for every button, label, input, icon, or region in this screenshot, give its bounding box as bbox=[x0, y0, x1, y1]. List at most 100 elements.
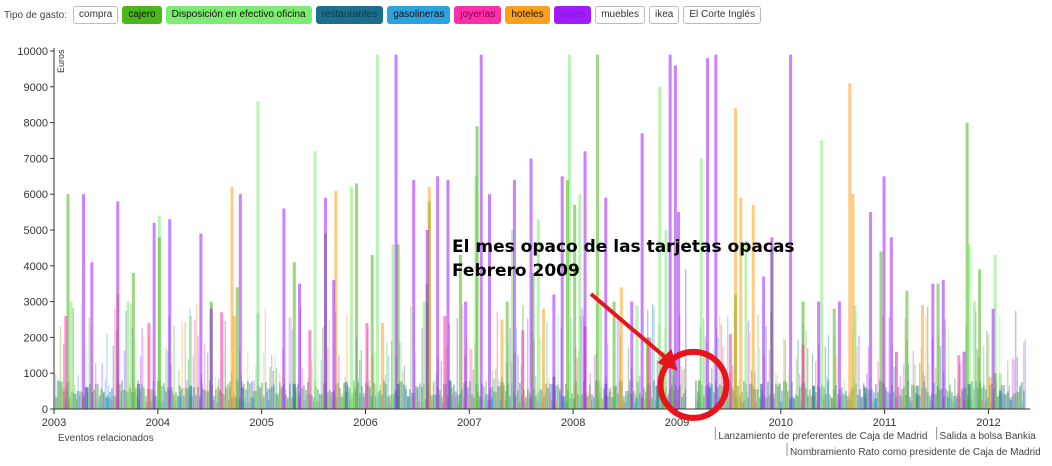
filler-bar bbox=[515, 327, 518, 409]
filler-bar bbox=[101, 363, 103, 409]
filler-bar bbox=[765, 326, 767, 409]
y-tick-label: 8000 bbox=[24, 118, 48, 130]
axes-layer: 0 1000 2000 3000 4000 5000 6000 7000 8000 9000 100… bbox=[17, 46, 1030, 429]
base-bar bbox=[57, 380, 59, 409]
bar-viajes bbox=[676, 212, 680, 409]
filler-bar bbox=[731, 364, 734, 409]
filler-bar bbox=[808, 397, 810, 409]
bar-disposici-n-en-efectivo-oficina bbox=[69, 301, 73, 409]
base-bar bbox=[219, 390, 221, 409]
base-bar bbox=[857, 394, 859, 409]
filler-bar bbox=[655, 400, 657, 409]
filler-bar bbox=[304, 400, 306, 409]
base-bar bbox=[433, 394, 435, 409]
filler-bar bbox=[498, 379, 500, 409]
filler-bar bbox=[618, 316, 620, 409]
y-tick-label: 9000 bbox=[24, 82, 48, 94]
filler-bar bbox=[831, 397, 833, 409]
annotation-arrow bbox=[589, 292, 671, 363]
base-bar bbox=[347, 385, 349, 409]
base-bar bbox=[909, 396, 911, 409]
filler-bar bbox=[319, 394, 321, 409]
filler-bar bbox=[797, 339, 799, 409]
base-bar bbox=[269, 388, 271, 409]
filler-bar bbox=[184, 322, 186, 409]
filler-bar bbox=[607, 343, 609, 409]
base-bar bbox=[213, 395, 215, 409]
bar-disposici-n-en-efectivo-oficina bbox=[510, 230, 514, 409]
filler-bar bbox=[712, 348, 714, 409]
filler-bar bbox=[419, 401, 422, 409]
base-bar bbox=[535, 395, 537, 409]
filler-bar bbox=[944, 319, 946, 409]
filler-bar bbox=[971, 399, 974, 409]
base-bar bbox=[203, 389, 205, 409]
bar-disposici-n-en-efectivo-oficina bbox=[188, 315, 192, 409]
filler-bar bbox=[861, 398, 863, 409]
bar-viajes bbox=[488, 194, 492, 409]
filler-bar bbox=[773, 398, 775, 409]
filter-button-hoteles[interactable]: hoteles bbox=[505, 6, 550, 24]
base-bar bbox=[73, 393, 75, 409]
x-tick-label: 2003 bbox=[42, 417, 66, 429]
bar-viajes bbox=[889, 237, 893, 409]
bar-joyer-as bbox=[895, 351, 899, 409]
filler-bar bbox=[799, 373, 801, 409]
filler-bar bbox=[272, 370, 274, 409]
filler-bar bbox=[509, 327, 511, 409]
filler-bar bbox=[695, 396, 697, 409]
bar-cajero bbox=[396, 244, 400, 409]
filler-bar bbox=[1024, 339, 1026, 409]
bar-viajes bbox=[412, 179, 416, 409]
filter-button-muebles[interactable]: muebles bbox=[595, 6, 645, 24]
filter-button-joyerías[interactable]: joyerías bbox=[454, 6, 502, 24]
base-bar bbox=[587, 395, 589, 409]
filler-bar bbox=[95, 362, 97, 409]
base-bar bbox=[141, 384, 143, 409]
bar-joyer-as bbox=[64, 315, 68, 409]
base-bar bbox=[339, 387, 341, 409]
bar-cajero bbox=[573, 204, 577, 409]
base-bar bbox=[683, 393, 685, 409]
filler-bar bbox=[594, 354, 596, 409]
filter-button-ikea[interactable]: ikea bbox=[649, 6, 680, 24]
filter-button-el-corte-inglés[interactable]: El Corte Inglés bbox=[683, 6, 761, 24]
filler-bar bbox=[923, 375, 926, 409]
base-bar bbox=[265, 381, 267, 409]
base-bar bbox=[369, 387, 371, 409]
base-bar bbox=[769, 395, 771, 409]
base-bar bbox=[185, 387, 187, 409]
bar-cajero bbox=[671, 355, 675, 409]
filler-bar bbox=[893, 367, 895, 409]
base-bar bbox=[1021, 382, 1023, 409]
filter-button-compra[interactable]: compra bbox=[73, 6, 119, 24]
base-bar bbox=[155, 396, 157, 409]
bar-viajes bbox=[152, 222, 156, 409]
filter-button-gasolineras[interactable]: gasolineras bbox=[387, 6, 451, 24]
base-bar bbox=[455, 391, 457, 409]
bar-viajes bbox=[931, 283, 935, 409]
bar-gasolineras bbox=[407, 396, 411, 409]
filler-bar bbox=[197, 335, 199, 409]
bar-cajero bbox=[505, 301, 509, 409]
base-bar bbox=[261, 382, 263, 409]
filter-button-viajes[interactable]: viajes bbox=[553, 6, 592, 24]
base-bar bbox=[913, 385, 915, 409]
base-bar bbox=[1001, 385, 1003, 409]
filter-button-disposición-en-efectivo-oficina[interactable]: Disposición en efectivo oficina bbox=[165, 6, 312, 24]
bar-gasolineras bbox=[1009, 400, 1013, 409]
filter-button-cajero[interactable]: cajero bbox=[122, 6, 162, 24]
filler-bar bbox=[354, 387, 356, 409]
filler-bar bbox=[786, 383, 788, 409]
bar-viajes bbox=[673, 65, 677, 409]
filler-bar bbox=[503, 381, 505, 409]
filler-bar bbox=[338, 355, 340, 409]
base-bar bbox=[845, 390, 847, 409]
base-bar bbox=[499, 386, 501, 409]
base-bar bbox=[379, 390, 381, 409]
bar-disposici-n-en-efectivo-oficina bbox=[313, 151, 317, 410]
base-bar bbox=[823, 387, 825, 409]
filter-button-restaurantes[interactable]: restaurantes bbox=[315, 6, 384, 24]
base-bar bbox=[607, 396, 609, 409]
filler-bar bbox=[680, 365, 682, 409]
